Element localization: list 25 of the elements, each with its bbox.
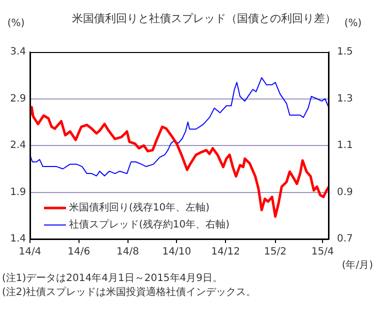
legend-label: 社債スプレッド(残存約10年、右軸): [69, 218, 230, 231]
y-tick-label: 1.9: [10, 186, 26, 198]
text: (注1)データは2014年4月1日～2015年4月9日。: [2, 272, 224, 286]
y2-tick-label: 1.5: [337, 46, 353, 58]
x-tick-label: 14/6: [68, 246, 90, 258]
x-tick-label: 14/10: [162, 246, 192, 258]
x-tick-label: 15/2: [264, 246, 287, 258]
x-tick-label: 14/12: [211, 246, 240, 258]
x-tick-label: 14/8: [116, 246, 140, 258]
x-axis-title: (年/月): [342, 259, 374, 271]
legend-label: 米国債利回り(残存10年、左軸): [69, 202, 210, 214]
y-tick-label: 3.4: [10, 46, 26, 58]
x-tick-label: 15/4: [311, 246, 334, 258]
y2-tick-label: 1.3: [337, 93, 353, 104]
y2-axis-title: (%): [344, 18, 362, 29]
y2-tick-label: 1.1: [337, 140, 353, 152]
text: (注2)社債スプレッドは米国投資適格社債インデックス。: [2, 286, 258, 300]
x-tick-label: 14/4: [18, 246, 42, 258]
chart-title: 米国債利回りと社債スプレッド（国債との利回り差）: [72, 12, 336, 25]
y2-tick-label: 0.7: [337, 234, 353, 245]
y-tick-label: 1.4: [10, 234, 26, 245]
y-axis-title: (%): [7, 18, 25, 29]
y-tick-label: 2.4: [10, 140, 26, 152]
y2-tick-label: 0.9: [337, 186, 353, 198]
y-tick-label: 2.9: [10, 93, 26, 104]
